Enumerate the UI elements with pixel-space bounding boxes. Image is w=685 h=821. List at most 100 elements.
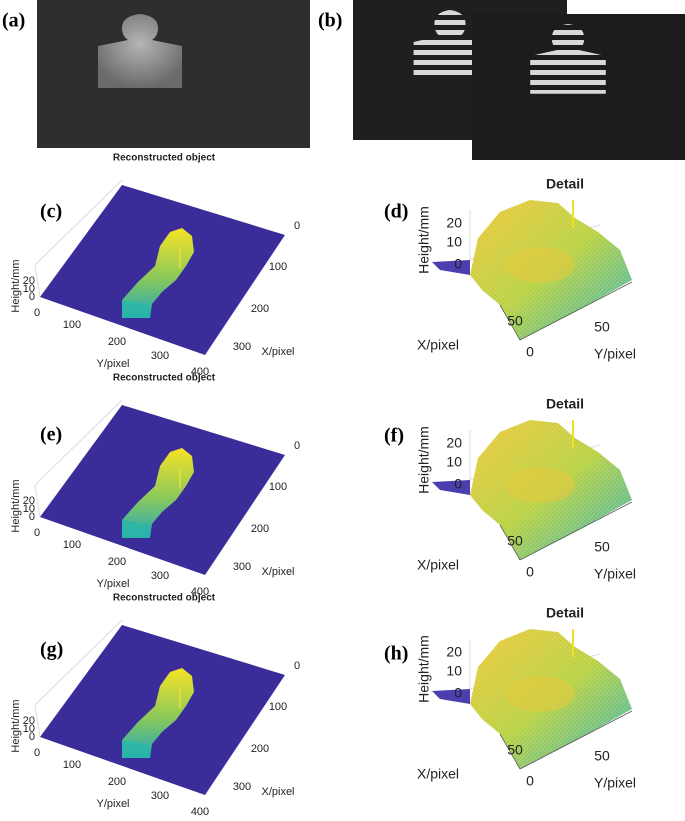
z-axis-label: Height/mm: [416, 635, 432, 703]
plot-title: Detail: [546, 605, 584, 621]
z-axis-label: Height/mm: [416, 426, 432, 494]
y-axis-label: Y/pixel: [96, 798, 129, 810]
y-axis-label: Y/pixel: [594, 566, 636, 582]
bust-photo-shape: [413, 10, 487, 79]
x-tick-label: 0: [294, 440, 300, 452]
panel-label: (d): [384, 201, 408, 223]
z-tick-label: 20: [23, 715, 35, 727]
x-tick-label: 300: [233, 341, 251, 353]
z-tick-label: 0: [454, 685, 462, 701]
x-tick-label: 0: [526, 564, 534, 580]
x-tick-label: 50: [507, 742, 523, 758]
x-tick-label: 0: [294, 220, 300, 232]
x-axis-label: X/pixel: [417, 766, 459, 782]
z-tick-label: 0: [29, 511, 35, 523]
box-edge: [34, 619, 123, 706]
y-axis-label: Y/pixel: [96, 358, 129, 370]
z-tick-label: 0: [29, 731, 35, 743]
x-tick-label: 0: [294, 660, 300, 672]
z-axis-label: Height/mm: [416, 206, 432, 274]
z-tick-label: 20: [23, 275, 35, 287]
x-tick-label: 100: [269, 701, 287, 713]
x-tick-label: 200: [251, 743, 269, 755]
axis-edge: [499, 710, 633, 770]
y-tick-label: 200: [108, 776, 126, 788]
y-tick-label: 400: [191, 366, 209, 378]
y-tick-label: 100: [63, 759, 81, 771]
axis-edge: [499, 501, 633, 561]
z-axis-label: Height/mm: [10, 699, 22, 752]
x-axis-label: X/pixel: [261, 566, 294, 578]
x-axis-label: X/pixel: [417, 337, 459, 353]
detail-bump: [505, 676, 575, 712]
x-axis-label: X/pixel: [417, 557, 459, 573]
z-tick-label: 10: [446, 234, 462, 250]
z-tick-label: 10: [23, 723, 35, 735]
y-tick-label: 0: [34, 307, 40, 319]
x-tick-label: 300: [233, 781, 251, 793]
y-tick-label: 300: [151, 570, 169, 582]
object-shade: [122, 300, 150, 318]
y-tick-label: 50: [594, 319, 610, 335]
y-tick-label: 50: [594, 539, 610, 555]
box-edge: [34, 264, 41, 298]
z-tick-label: 10: [23, 503, 35, 515]
panel-label: (f): [384, 425, 404, 447]
z-tick-label: 20: [446, 644, 462, 660]
y-tick-label: 0: [34, 747, 40, 759]
y-axis-label: Y/pixel: [594, 346, 636, 362]
plot-title: Detail: [546, 396, 584, 412]
bust-photo-shape: [530, 24, 606, 94]
panel-label: (a): [2, 10, 25, 32]
panel-label: (c): [40, 201, 62, 223]
z-tick-label: 10: [446, 663, 462, 679]
object-shade: [122, 740, 150, 758]
y-tick-label: 300: [151, 790, 169, 802]
z-tick-label: 20: [446, 215, 462, 231]
y-tick-label: 100: [63, 539, 81, 551]
bust-photo-shape: [98, 14, 182, 88]
z-tick-label: 0: [454, 476, 462, 492]
base-plane: [432, 260, 470, 275]
panel-label: (b): [318, 10, 342, 32]
base-plane: [432, 689, 470, 704]
plot-title: Reconstructed object: [113, 373, 216, 384]
x-tick-label: 200: [251, 523, 269, 535]
panel-label: (h): [384, 643, 408, 665]
plot-title: Detail: [546, 176, 584, 192]
x-axis-label: X/pixel: [261, 786, 294, 798]
y-tick-label: 400: [191, 586, 209, 598]
y-tick-label: 300: [151, 350, 169, 362]
y-tick-label: 400: [191, 806, 209, 818]
panel-label: (e): [40, 424, 62, 446]
x-tick-label: 50: [507, 533, 523, 549]
x-tick-label: 200: [251, 303, 269, 315]
y-tick-label: 200: [108, 556, 126, 568]
detail-bump: [505, 247, 575, 283]
plot-title: Reconstructed object: [113, 593, 216, 604]
z-tick-label: 20: [446, 435, 462, 451]
box-edge: [34, 399, 123, 486]
z-tick-label: 0: [454, 256, 462, 272]
x-tick-label: 0: [526, 773, 534, 789]
z-tick-label: 10: [23, 283, 35, 295]
y-tick-label: 50: [594, 748, 610, 764]
x-tick-label: 300: [233, 561, 251, 573]
plot-title: Reconstructed object: [113, 153, 216, 164]
object-surface: [122, 448, 194, 538]
base-plane: [432, 480, 470, 495]
x-tick-label: 100: [269, 261, 287, 273]
box-edge: [34, 484, 41, 518]
z-axis-label: Height/mm: [10, 259, 22, 312]
panel-label: (g): [40, 639, 63, 661]
y-tick-label: 100: [63, 319, 81, 331]
z-tick-label: 0: [29, 291, 35, 303]
x-axis-label: X/pixel: [261, 346, 294, 358]
x-tick-label: 0: [526, 344, 534, 360]
object-shade: [122, 520, 150, 538]
x-tick-label: 50: [507, 313, 523, 329]
object-surface: [122, 668, 194, 758]
box-edge: [34, 179, 123, 266]
x-tick-label: 100: [269, 481, 287, 493]
